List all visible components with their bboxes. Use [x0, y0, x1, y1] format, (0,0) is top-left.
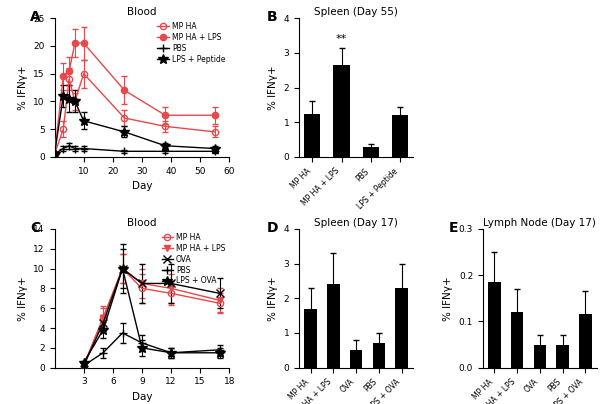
Text: D: D: [267, 221, 279, 235]
Bar: [373, 343, 385, 368]
Bar: [350, 350, 362, 368]
X-axis label: Day: Day: [132, 181, 152, 191]
Bar: [333, 65, 350, 157]
Y-axis label: % IFNγ+: % IFNγ+: [268, 65, 278, 110]
Title: Lymph Node (Day 17): Lymph Node (Day 17): [484, 218, 596, 228]
Bar: [304, 114, 321, 157]
Bar: [579, 314, 591, 368]
X-axis label: Day: Day: [132, 392, 152, 402]
Bar: [304, 309, 317, 368]
Title: Spleen (Day 55): Spleen (Day 55): [314, 7, 398, 17]
Bar: [556, 345, 569, 368]
Bar: [362, 147, 379, 157]
Text: B: B: [267, 10, 278, 24]
Y-axis label: % IFNγ+: % IFNγ+: [18, 65, 28, 110]
Bar: [327, 284, 339, 368]
Bar: [395, 288, 408, 368]
Bar: [511, 312, 524, 368]
Y-axis label: % IFNγ+: % IFNγ+: [268, 276, 278, 321]
Text: C: C: [30, 221, 41, 235]
Title: Spleen (Day 17): Spleen (Day 17): [314, 218, 398, 228]
Text: A: A: [30, 10, 41, 24]
Text: **: **: [336, 34, 347, 44]
Text: E: E: [448, 221, 458, 235]
Title: Blood: Blood: [127, 7, 157, 17]
Legend: MP HA, MP HA + LPS, OVA, PBS, LPS + OVA: MP HA, MP HA + LPS, OVA, PBS, LPS + OVA: [162, 233, 225, 285]
Legend: MP HA, MP HA + LPS, PBS, LPS + Peptide: MP HA, MP HA + LPS, PBS, LPS + Peptide: [158, 22, 225, 64]
Bar: [534, 345, 546, 368]
Bar: [392, 115, 408, 157]
Y-axis label: % IFNγ+: % IFNγ+: [443, 276, 453, 321]
Bar: [488, 282, 501, 368]
Y-axis label: % IFNγ+: % IFNγ+: [18, 276, 28, 321]
Title: Blood: Blood: [127, 218, 157, 228]
